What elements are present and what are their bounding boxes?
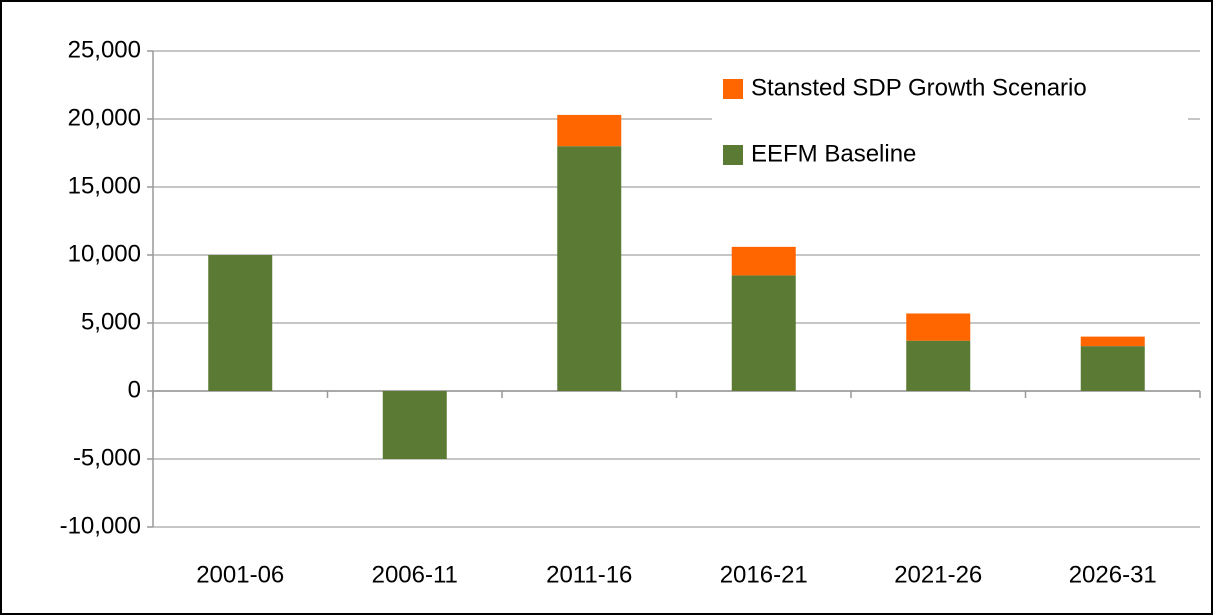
y-tick-label: -10,000 [60,512,141,539]
y-tick-label: 20,000 [68,104,141,131]
bar-segment [557,114,622,147]
x-tick-label: 2006-11 [372,561,458,588]
y-tick-label: 10,000 [68,240,141,267]
bar-segment [731,275,796,391]
bar-segment [906,340,971,391]
legend-label: EEFM Baseline [751,140,916,167]
bar-segment [906,313,971,341]
legend-swatch [723,145,743,165]
bar-segment [731,246,796,276]
x-tick-label: 2001-06 [196,561,284,588]
bar-segment [208,255,273,391]
x-tick-label: 2016-21 [720,561,808,588]
legend-label: Stansted SDP Growth Scenario [751,74,1087,101]
bar-segment [1080,336,1145,347]
y-tick-label: 0 [128,376,141,403]
legend-box [712,62,1188,182]
x-tick-label: 2011-16 [546,561,632,588]
bar-segment [1080,346,1145,391]
bar-segment [557,146,622,391]
y-tick-label: 25,000 [68,36,141,63]
x-tick-label: 2021-26 [894,561,982,588]
x-tick-label: 2026-31 [1069,561,1157,588]
legend-swatch [723,79,743,99]
bar-segment [382,391,447,459]
y-tick-label: 15,000 [68,172,141,199]
y-tick-label: 5,000 [81,308,141,335]
y-tick-label: -5,000 [73,444,141,471]
